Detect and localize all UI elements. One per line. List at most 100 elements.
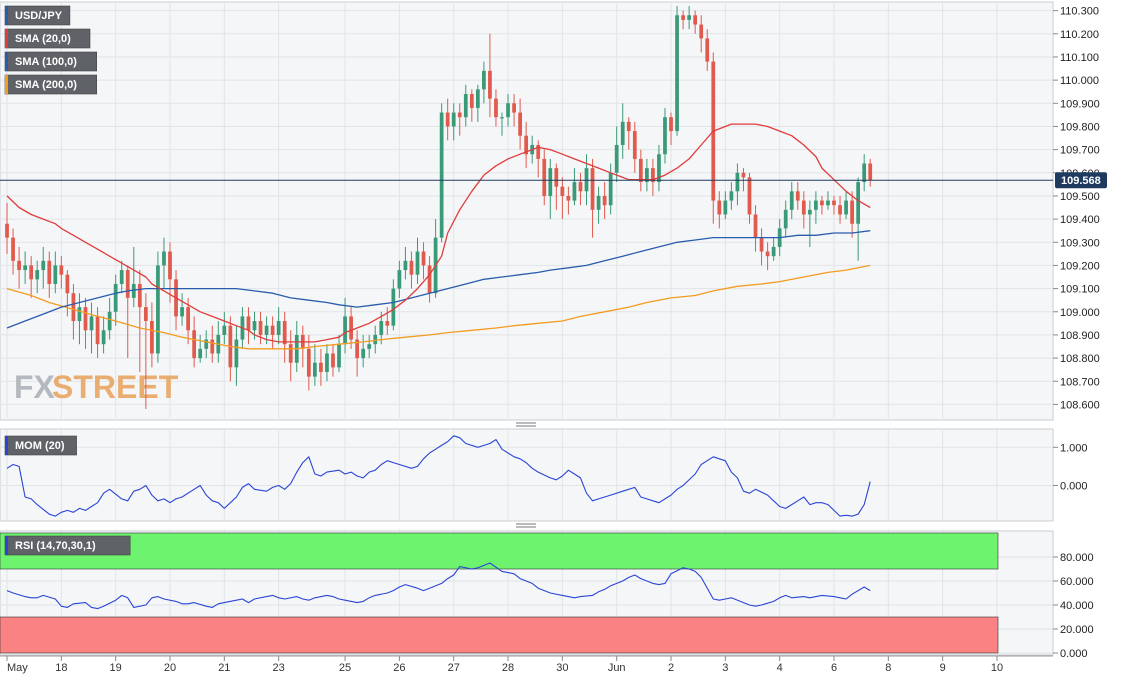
candle (663, 107, 667, 164)
candle-body (337, 344, 341, 368)
candle-body (71, 293, 76, 322)
main-legend-item[interactable]: SMA (20,0) (4, 28, 91, 49)
main-y-tick-label: 109.100 (1060, 284, 1100, 296)
candle (143, 293, 148, 410)
candle-body (705, 38, 710, 62)
rsi-legend-label: RSI (14,70,30,1) (15, 540, 96, 552)
candle (53, 251, 58, 294)
candle-body (826, 200, 830, 206)
x-tick-label: Jun (608, 662, 626, 674)
candle (101, 316, 106, 354)
candle-body (572, 182, 577, 201)
candle-body (276, 321, 281, 335)
main-y-tick-label: 109.200 (1060, 260, 1100, 272)
candle-body (77, 307, 82, 322)
candle-body (65, 274, 70, 294)
candle (325, 344, 329, 382)
main-legend-swatch (5, 6, 8, 25)
candle-body (482, 70, 486, 90)
candle-body (469, 94, 474, 108)
candle-body (409, 260, 414, 275)
candle (759, 228, 764, 266)
panel-splitter-1[interactable] (516, 422, 536, 427)
main-legend-swatch (5, 29, 8, 48)
panel-splitter-2[interactable] (516, 523, 536, 528)
candle-body (645, 168, 649, 183)
candle (844, 191, 848, 220)
candle (35, 260, 40, 294)
candle (518, 98, 522, 150)
candle-body (554, 168, 559, 187)
candle-body (119, 270, 124, 284)
main-y-tick-label: 110.100 (1060, 52, 1099, 64)
candle (5, 202, 9, 254)
candle (608, 163, 613, 215)
main-legend-item[interactable]: SMA (200,0) (4, 74, 97, 95)
candle (41, 246, 46, 289)
candle-body (620, 121, 625, 145)
rsi-line (6, 562, 871, 610)
candle-body (270, 325, 275, 335)
rsi-overbought-zone (0, 532, 999, 570)
x-tick-label: 9 (940, 662, 946, 674)
x-tick-label: 18 (55, 662, 67, 674)
candle (512, 94, 516, 127)
rsi-y-tick-label: 40.000 (1060, 600, 1094, 612)
candle-body (596, 195, 601, 210)
candle-body (421, 251, 426, 266)
candle-body (137, 283, 142, 308)
candle-body (524, 135, 529, 155)
candle-body (397, 270, 402, 289)
candle (729, 182, 734, 210)
candle-body (741, 172, 746, 178)
candle-body (168, 251, 172, 280)
candle (313, 344, 317, 386)
candle-body (23, 265, 27, 271)
candle (234, 325, 239, 386)
candle-body (832, 200, 836, 206)
momentum-legend-item[interactable]: MOM (20) (4, 435, 77, 456)
x-tick-label: 4 (777, 662, 783, 674)
candle-body (663, 117, 667, 155)
candle (409, 251, 414, 289)
main-legend-item[interactable]: SMA (100,0) (4, 51, 97, 72)
main-y-tick-label: 109.300 (1060, 237, 1100, 249)
candle-body (258, 321, 263, 335)
candle-body (651, 168, 655, 183)
candle (868, 158, 873, 187)
candle (95, 307, 100, 359)
candle (765, 242, 770, 271)
candle-body (693, 15, 698, 25)
candle-body (494, 98, 498, 118)
candle-body (53, 265, 58, 284)
x-tick-label: 6 (831, 662, 837, 674)
candle-body (192, 330, 197, 359)
candle (445, 98, 450, 141)
candle-body (729, 191, 734, 201)
main-legend-label: USD/JPY (15, 10, 63, 22)
candle-body (5, 223, 9, 238)
candle (385, 307, 390, 335)
candle-body (844, 200, 848, 215)
candle (331, 344, 335, 377)
rsi-legend-item[interactable]: RSI (14,70,30,1) (4, 535, 131, 556)
main-legend-item[interactable]: USD/JPY (4, 5, 71, 26)
candle-body (632, 131, 637, 159)
candle (463, 84, 468, 127)
candle-body (234, 339, 239, 368)
candle-body (349, 316, 353, 340)
candle-body (373, 334, 378, 345)
candle-body (415, 251, 420, 275)
momentum-legend-label: MOM (20) (15, 440, 65, 452)
momentum-y-tick-label: 1.000 (1060, 442, 1088, 454)
candle (373, 325, 378, 354)
candle (349, 307, 353, 349)
candle (391, 279, 396, 331)
x-tick-label: 27 (448, 662, 460, 674)
momentum-line (6, 435, 871, 517)
main-panel (0, 1, 1054, 421)
candle-body (107, 311, 112, 331)
candle (137, 270, 142, 372)
candle-body (518, 112, 522, 136)
candle (669, 112, 673, 145)
